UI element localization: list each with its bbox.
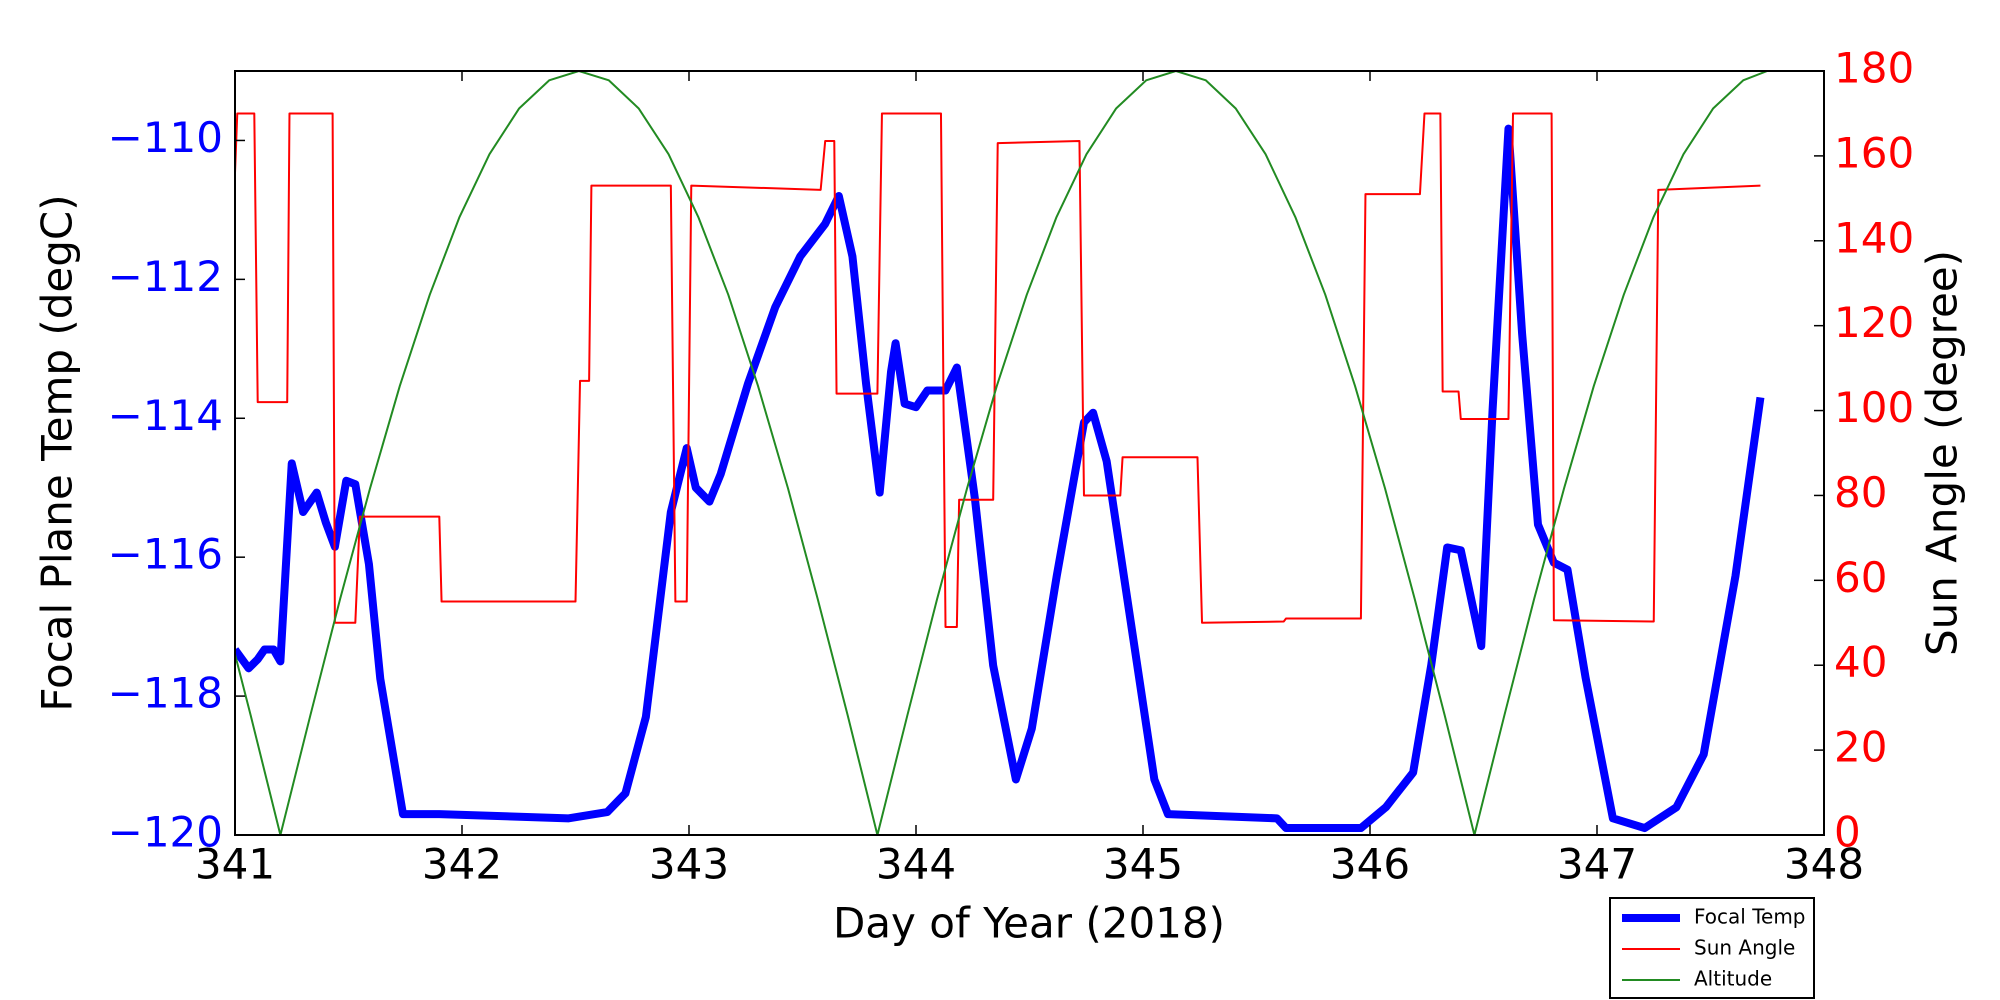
- y-tick-label: −112: [108, 252, 223, 301]
- series-line: [235, 124, 1765, 833]
- y-tick-label: −114: [108, 391, 223, 440]
- x-tick-label: 346: [1330, 840, 1410, 889]
- x-tick-label: 347: [1557, 840, 1637, 889]
- plot-area: 341 342 343 344 345 346 347 348 −120 −118 −116 −114…: [108, 44, 1915, 889]
- y-axis-label: Focal Plane Temp (degC): [33, 194, 82, 711]
- plot-frame: [234, 70, 1825, 836]
- y2-tick-label: 140: [1834, 213, 1914, 262]
- legend-label: Altitude: [1694, 967, 1772, 991]
- y2-tick-label: 100: [1834, 383, 1914, 432]
- x-tick-label: 341: [195, 840, 275, 889]
- x-tick-label: 343: [649, 840, 729, 889]
- y2-tick-label: 0: [1834, 808, 1861, 857]
- y2-axis-label: Sun Angle (degree): [1918, 250, 1967, 656]
- y2-tick-label: 20: [1834, 723, 1887, 772]
- y-tick-label: −110: [108, 113, 223, 162]
- y2-tick-label: 160: [1834, 128, 1914, 177]
- y-tick-label: −118: [108, 669, 223, 718]
- legend-label: Focal Temp: [1694, 905, 1806, 929]
- y2-tick-label: 120: [1834, 298, 1914, 347]
- legend: Focal Temp Sun Angle Altitude: [1609, 897, 1815, 999]
- x-tick-label: 342: [422, 840, 502, 889]
- y2-tick-label: 180: [1834, 44, 1914, 93]
- series-layer: [235, 71, 1768, 835]
- y-tick-label: −116: [108, 530, 223, 579]
- x-tick-label: 344: [876, 840, 956, 889]
- series-line: [235, 71, 1768, 835]
- series-line: [235, 112, 1761, 629]
- y2-tick-label: 60: [1834, 553, 1887, 602]
- x-axis-label: Day of Year (2018): [833, 899, 1225, 948]
- y2-tick-label: 40: [1834, 638, 1887, 687]
- x-tick-label: 348: [1784, 840, 1864, 889]
- x-tick-label: 345: [1103, 840, 1183, 889]
- legend-label: Sun Angle: [1694, 936, 1795, 960]
- y2-tick-label: 80: [1834, 468, 1887, 517]
- y-tick-label: −120: [108, 808, 223, 857]
